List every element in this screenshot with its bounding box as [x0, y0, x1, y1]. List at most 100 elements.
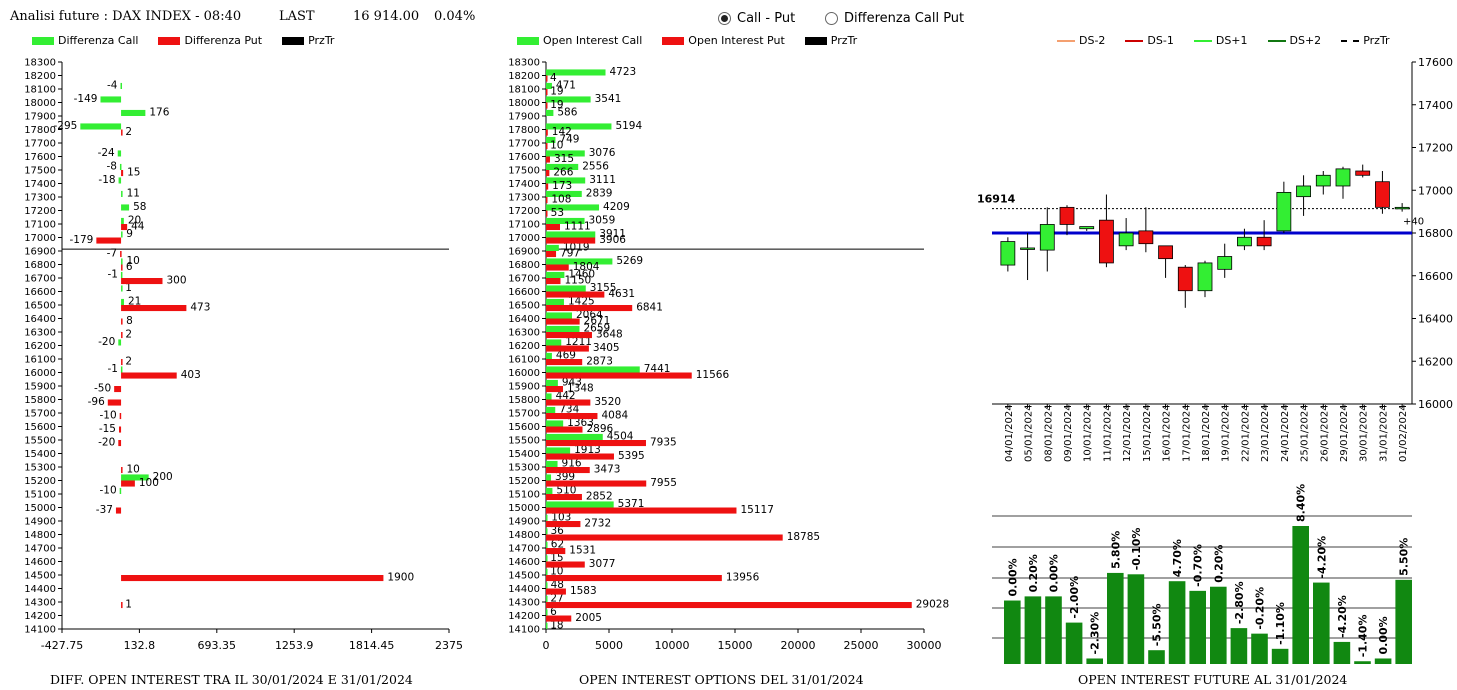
radio-unselected-icon[interactable]	[825, 12, 838, 25]
candle-date-label: 15/01/2024	[1142, 404, 1153, 462]
diff-chart-bar-label: 1	[125, 282, 132, 294]
oi-chart-bar	[546, 453, 614, 460]
diff-chart-bar-label: 9	[126, 228, 133, 240]
oi-chart-bar	[546, 575, 722, 582]
diff-chart-ytick-label: 16000	[24, 368, 56, 379]
oi-chart-ytick-label: 16400	[508, 314, 540, 325]
oi-future-bar-label: -2.00%	[1068, 576, 1081, 619]
candle-date-label: 25/01/2024	[1300, 404, 1311, 462]
oi-chart-bar-label: 2659	[584, 323, 611, 335]
oi-chart-xtick-label: 0	[543, 639, 550, 652]
diff-chart-ytick-label: 17800	[24, 125, 56, 136]
oi-chart-bar-label: 266	[553, 167, 573, 179]
diff-chart-bar	[118, 440, 122, 447]
oi-future-bar	[1271, 648, 1289, 664]
candle-date-label: 12/01/2024	[1122, 404, 1133, 462]
oi-chart-bar-label: 15	[550, 552, 563, 564]
diff-chart-bar	[121, 575, 384, 582]
diff-chart-bar-label: -20	[98, 437, 115, 449]
oi-chart-bar	[546, 332, 592, 339]
oi-future-bar	[1333, 641, 1351, 664]
legend-oi-put: Open Interest Put	[662, 34, 785, 47]
diff-chart-ytick-label: 15600	[24, 422, 56, 433]
candle-body	[1039, 224, 1055, 251]
oi-future-bar-label: 5.80%	[1109, 531, 1122, 569]
oi-chart-bar-label: 315	[554, 153, 574, 165]
oi-chart-bar	[546, 615, 572, 622]
panel3-legend: DS-2 DS-1 DS+1 DS+2 PrzTr	[1057, 34, 1404, 47]
diff-chart-ytick-label: 14800	[24, 530, 56, 541]
oi-chart-bar	[546, 595, 548, 602]
oi-future-bar-label: -1.10%	[1274, 602, 1287, 645]
oi-chart-bar-label: 5194	[615, 120, 642, 132]
radio-call-put[interactable]: Call - Put	[718, 11, 795, 26]
diff-chart-ytick-label: 14200	[24, 611, 56, 622]
oi-chart-bar	[546, 406, 556, 413]
candle-ytick-label: 16200	[1418, 355, 1453, 368]
diff-chart-bar	[119, 413, 122, 420]
oi-future-bar-label: 0.20%	[1027, 554, 1040, 592]
diff-chart-bar-label: -10	[100, 485, 117, 497]
diff-chart-bar	[80, 123, 122, 130]
oi-future-bar	[1189, 590, 1206, 664]
oi-chart-ytick-label: 17600	[508, 152, 540, 163]
oi-future-bar-label: 0.00%	[1006, 558, 1019, 596]
candle-date-label: 23/01/2024	[1260, 404, 1271, 462]
diff-chart-ytick-label: 15700	[24, 409, 56, 420]
oi-chart-bar	[546, 602, 912, 609]
candle-date-label: 09/01/2024	[1063, 404, 1074, 462]
candle-body	[1375, 181, 1390, 208]
diff-chart-bar-label: 20	[128, 215, 141, 227]
diff-chart-bar-label: 1	[125, 599, 132, 611]
oi-chart-ytick-label: 17100	[508, 220, 540, 231]
oi-chart-bar-label: 5269	[616, 255, 643, 267]
oi-chart-bar-label: 2896	[586, 423, 613, 435]
last-label: LAST	[279, 9, 315, 24]
diff-chart-bar-label: 100	[139, 477, 159, 489]
oi-chart-bar	[546, 507, 737, 514]
diff-chart-bar-label: -96	[88, 396, 105, 408]
diff-chart-bar-label: 2	[125, 126, 132, 138]
diff-chart-bar-label: 2	[125, 356, 132, 368]
oi-chart-ytick-label: 16700	[508, 274, 540, 285]
diff-chart-ytick-label: 17000	[24, 233, 56, 244]
oi-chart-ytick-label: 15800	[508, 395, 540, 406]
diff-chart-xtick-label: 1253.9	[275, 639, 314, 652]
oi-chart-bar	[546, 386, 563, 393]
oi-chart-bar	[546, 163, 579, 170]
oi-future-bar-label: 0.00%	[1048, 554, 1061, 592]
radio-differenza[interactable]: Differenza Call Put	[825, 11, 964, 26]
oi-chart-ytick-label: 18200	[508, 71, 540, 82]
oi-chart-bar-label: 103	[551, 512, 571, 524]
oi-chart-bar	[546, 204, 600, 211]
panel2-footer: OPEN INTEREST OPTIONS DEL 31/01/2024	[579, 672, 864, 687]
oi-chart-bar-label: 27	[550, 593, 563, 605]
oi-chart-ytick-label: 14300	[508, 598, 540, 609]
diff-chart-bar-label: -50	[94, 383, 111, 395]
radio-selected-icon[interactable]	[718, 12, 731, 25]
candle-date-label: 24/01/2024	[1280, 404, 1291, 462]
legend-ds-2: DS-2	[1057, 34, 1105, 47]
diff-chart-bar	[114, 386, 122, 393]
oi-chart-ytick-label: 16800	[508, 260, 540, 271]
diff-chart-bar	[121, 602, 123, 609]
candle-body	[1118, 232, 1134, 247]
panel4-footer: OPEN INTEREST FUTURE AL 31/01/2024	[1078, 672, 1348, 687]
oi-chart-bar-label: 3473	[594, 464, 621, 476]
oi-chart-bar	[546, 440, 646, 447]
candle-body	[1217, 256, 1233, 270]
oi-chart-bar	[546, 156, 550, 163]
oi-chart-ytick-label: 17900	[508, 112, 540, 123]
panel1-legend: Differenza Call Differenza Put PrzTr	[32, 34, 348, 47]
oi-chart-bar	[546, 494, 582, 501]
oi-chart-bar	[546, 264, 569, 271]
oi-future-bar-label: -2.80%	[1233, 581, 1246, 624]
diff-chart-ytick-label: 18000	[24, 98, 56, 109]
candle-date-label: 17/01/2024	[1181, 404, 1192, 462]
diff-chart-bar	[121, 372, 177, 379]
oi-chart-bar	[546, 339, 562, 346]
oi-chart-bar	[546, 501, 614, 508]
diff-chart-ytick-label: 17200	[24, 206, 56, 217]
oi-chart-bar	[546, 622, 548, 629]
